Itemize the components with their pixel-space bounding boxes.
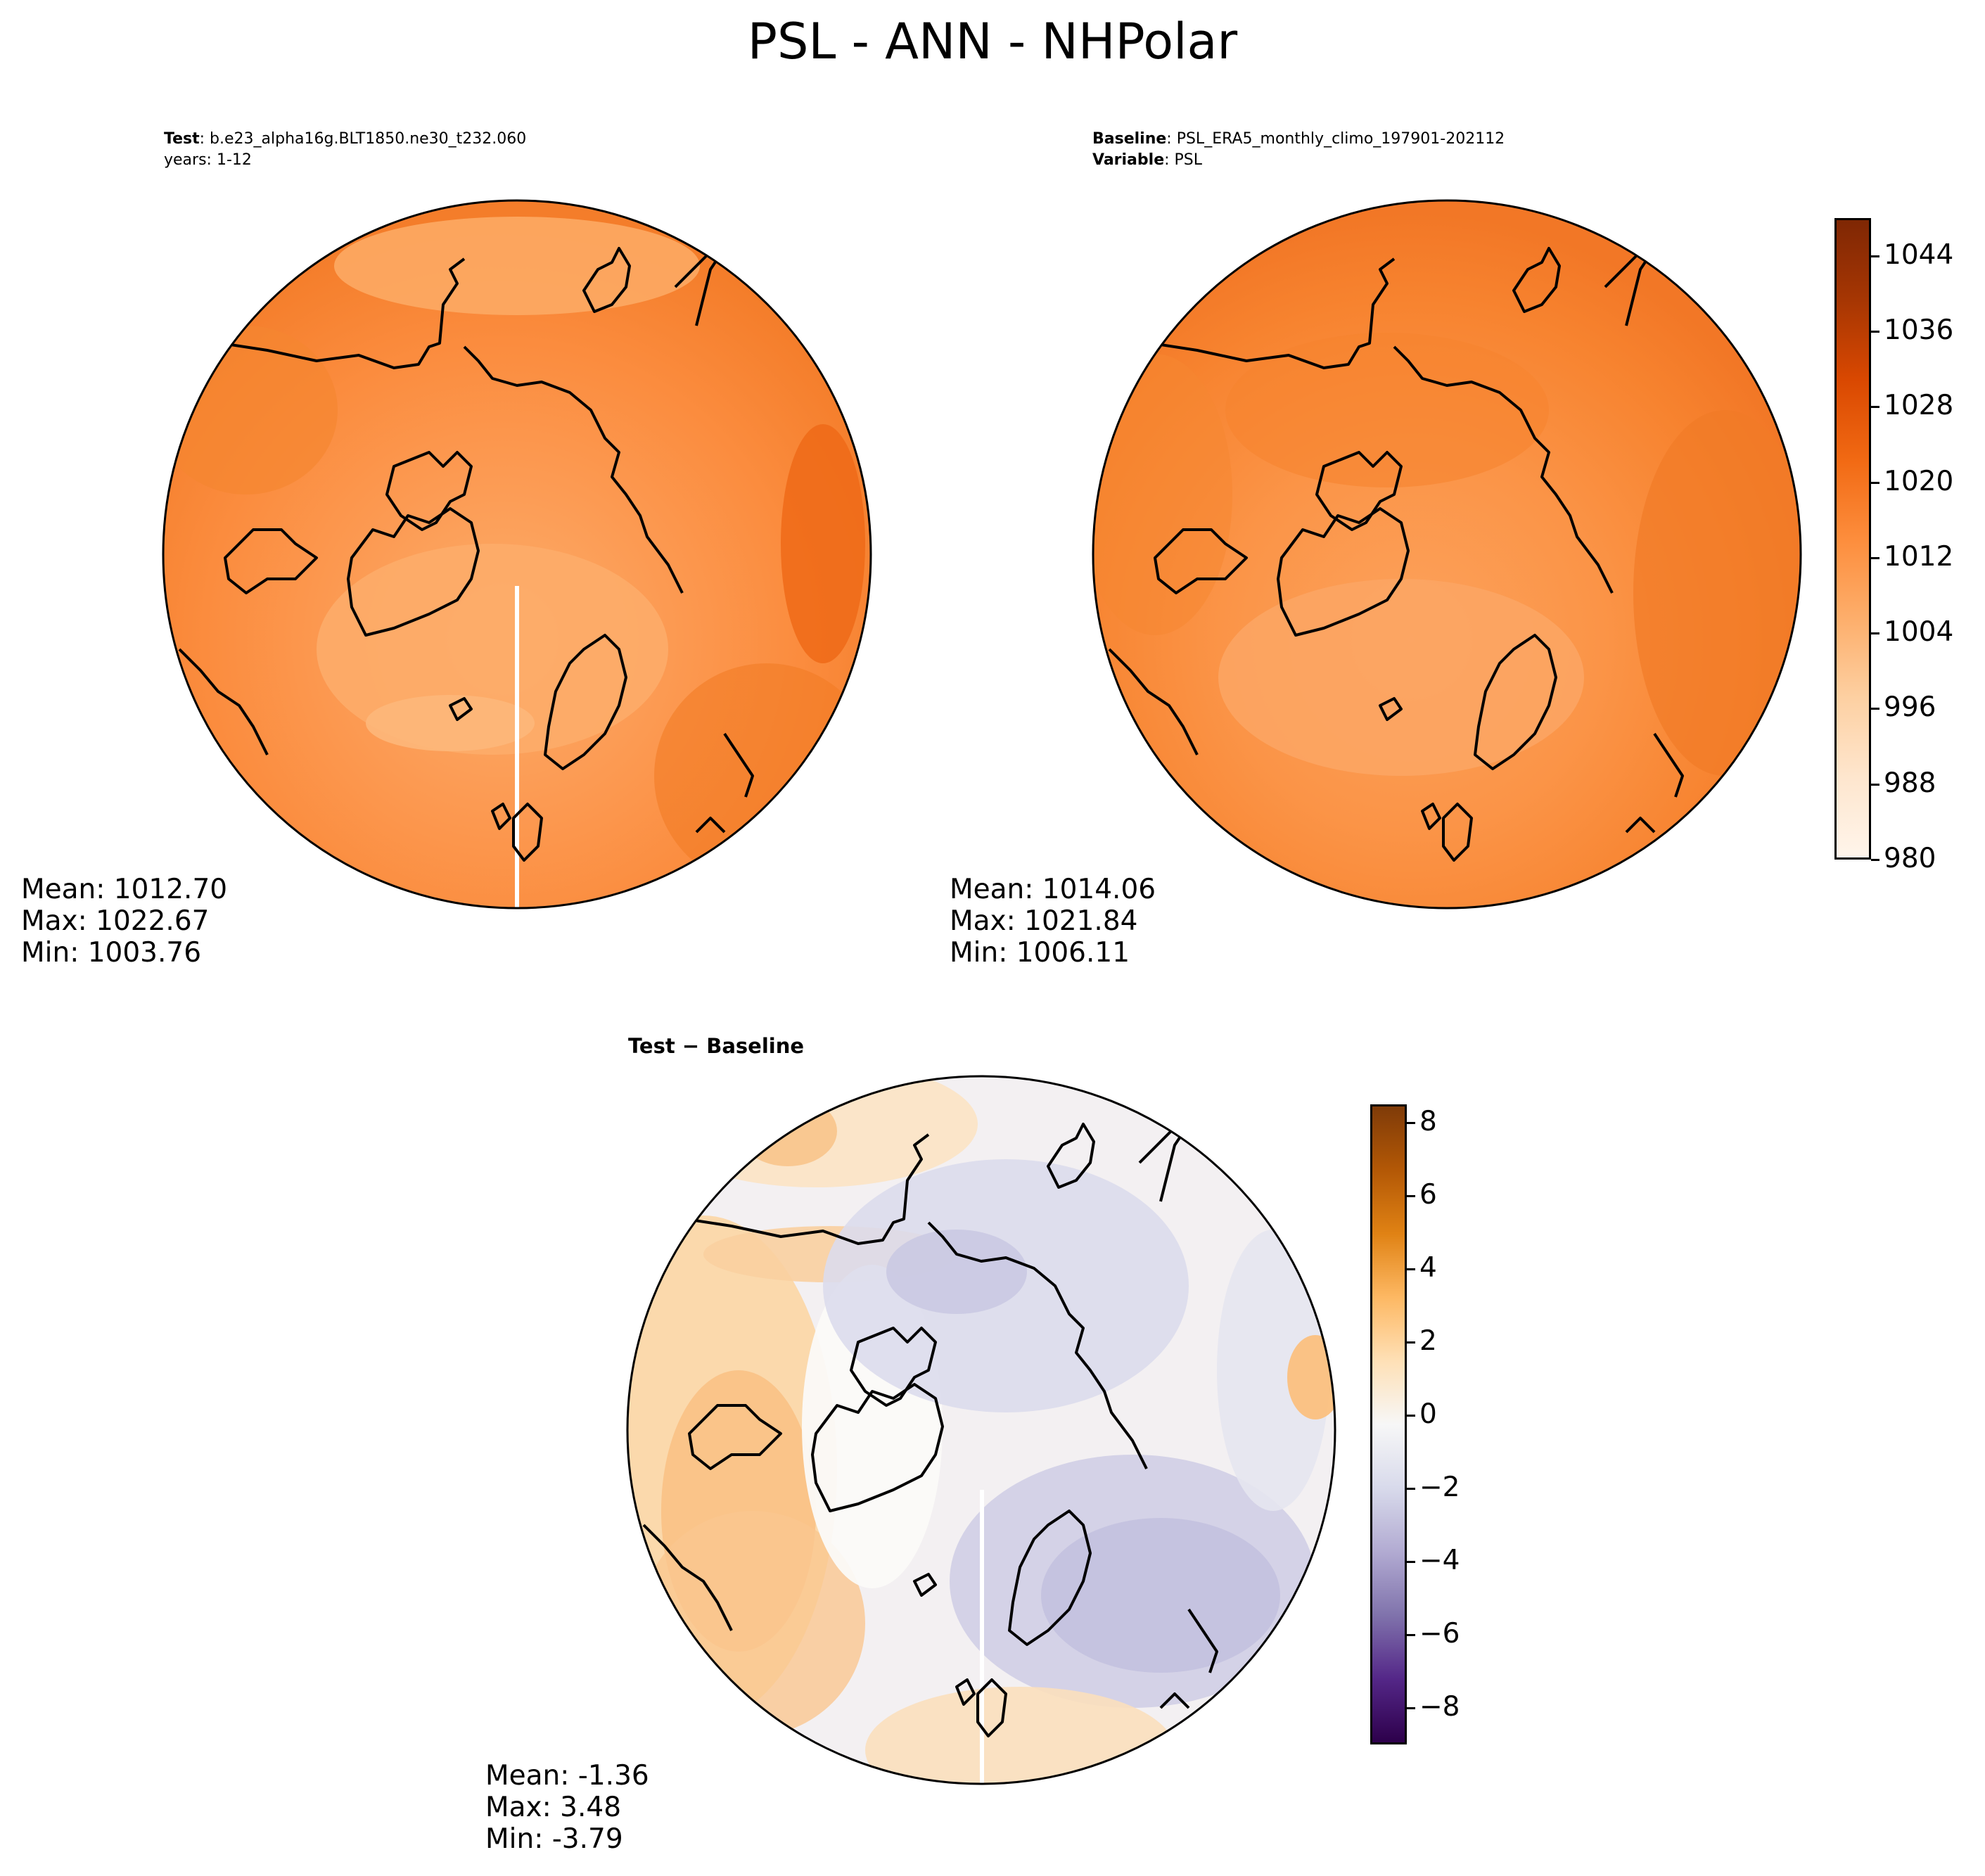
diff-tick-mark	[1407, 1341, 1415, 1344]
psl-tick-label: 988	[1884, 767, 1936, 799]
test-years: years: 1-12	[164, 151, 252, 169]
test-max: Max: 1022.67	[21, 905, 210, 937]
diff-tick-label: 6	[1419, 1179, 1437, 1211]
baseline-subtitle: Baseline: PSL_ERA5_monthly_climo_197901-…	[1092, 129, 1505, 171]
diff-tick-label: 4	[1419, 1252, 1437, 1284]
psl-tick-mark	[1871, 406, 1879, 409]
baseline-label: Baseline	[1092, 130, 1167, 148]
baseline-min: Min: 1006.11	[950, 937, 1130, 969]
test-case: : b.e23_alpha16g.BLT1850.ne30_t232.060	[199, 130, 527, 148]
diff-min: Min: -3.79	[485, 1823, 623, 1855]
psl-tick-mark	[1871, 556, 1879, 559]
diff-tick-mark	[1407, 1268, 1415, 1270]
psl-tick-label: 1028	[1884, 390, 1954, 422]
diff-tick-label: −8	[1419, 1691, 1460, 1723]
diff-tick-mark	[1407, 1195, 1415, 1197]
diff-tick-label: −4	[1419, 1545, 1460, 1576]
psl-tick-mark	[1871, 783, 1879, 786]
diff-tick-label: 8	[1419, 1106, 1437, 1137]
figure-title: PSL - ANN - NHPolar	[747, 13, 1238, 70]
diff-tick-label: 2	[1419, 1325, 1437, 1357]
psl-colorbar	[1834, 218, 1871, 860]
psl-tick-label: 1012	[1884, 540, 1954, 573]
psl-tick-label: 1004	[1884, 616, 1954, 649]
diff-title: Test − Baseline	[628, 1034, 805, 1058]
diff-tick-mark	[1407, 1634, 1415, 1636]
baseline-stats: Mean: 1014.06 Max: 1021.84 Min: 1006.11	[950, 874, 1156, 969]
psl-tick-label: 1020	[1884, 465, 1954, 497]
test-label: Test	[164, 130, 200, 148]
test-mean: Mean: 1012.70	[21, 874, 228, 905]
psl-tick-label: 996	[1884, 691, 1936, 724]
diff-mean: Mean: -1.36	[485, 1760, 649, 1792]
psl-colorbar-fill	[1837, 220, 1869, 857]
baseline-var: : PSL	[1164, 151, 1203, 169]
diff-tick-mark	[1407, 1488, 1415, 1490]
diff-tick-mark	[1407, 1415, 1415, 1417]
diff-tick-mark	[1407, 1561, 1415, 1563]
psl-tick-mark	[1871, 708, 1879, 710]
psl-tick-mark	[1871, 632, 1879, 635]
test-subtitle: Test: b.e23_alpha16g.BLT1850.ne30_t232.0…	[164, 129, 526, 171]
psl-tick-label: 1044	[1884, 238, 1954, 271]
diff-map	[626, 1075, 1336, 1785]
test-map	[162, 199, 872, 910]
psl-tick-mark	[1871, 859, 1879, 861]
psl-tick-mark	[1871, 330, 1879, 333]
diff-tick-mark	[1407, 1122, 1415, 1124]
diff-colorbar-fill	[1372, 1106, 1405, 1742]
diff-stats: Mean: -1.36 Max: 3.48 Min: -3.79	[485, 1760, 649, 1855]
baseline-map	[1092, 199, 1802, 910]
test-stats: Mean: 1012.70 Max: 1022.67 Min: 1003.76	[21, 874, 227, 969]
baseline-case: : PSL_ERA5_monthly_climo_197901-202112	[1166, 130, 1505, 148]
psl-tick-mark	[1871, 481, 1879, 484]
baseline-var-label: Variable	[1092, 151, 1165, 169]
test-min: Min: 1003.76	[21, 937, 202, 969]
baseline-mean: Mean: 1014.06	[950, 874, 1156, 905]
psl-tick-mark	[1871, 255, 1879, 257]
diff-tick-label: −2	[1419, 1472, 1460, 1503]
diff-tick-label: −6	[1419, 1618, 1460, 1650]
diff-tick-label: 0	[1419, 1398, 1437, 1430]
psl-tick-label: 980	[1884, 843, 1936, 874]
diff-tick-mark	[1407, 1707, 1415, 1709]
diff-max: Max: 3.48	[485, 1792, 622, 1823]
psl-tick-label: 1036	[1884, 314, 1954, 346]
diff-colorbar	[1370, 1104, 1407, 1744]
baseline-max: Max: 1021.84	[950, 905, 1138, 937]
